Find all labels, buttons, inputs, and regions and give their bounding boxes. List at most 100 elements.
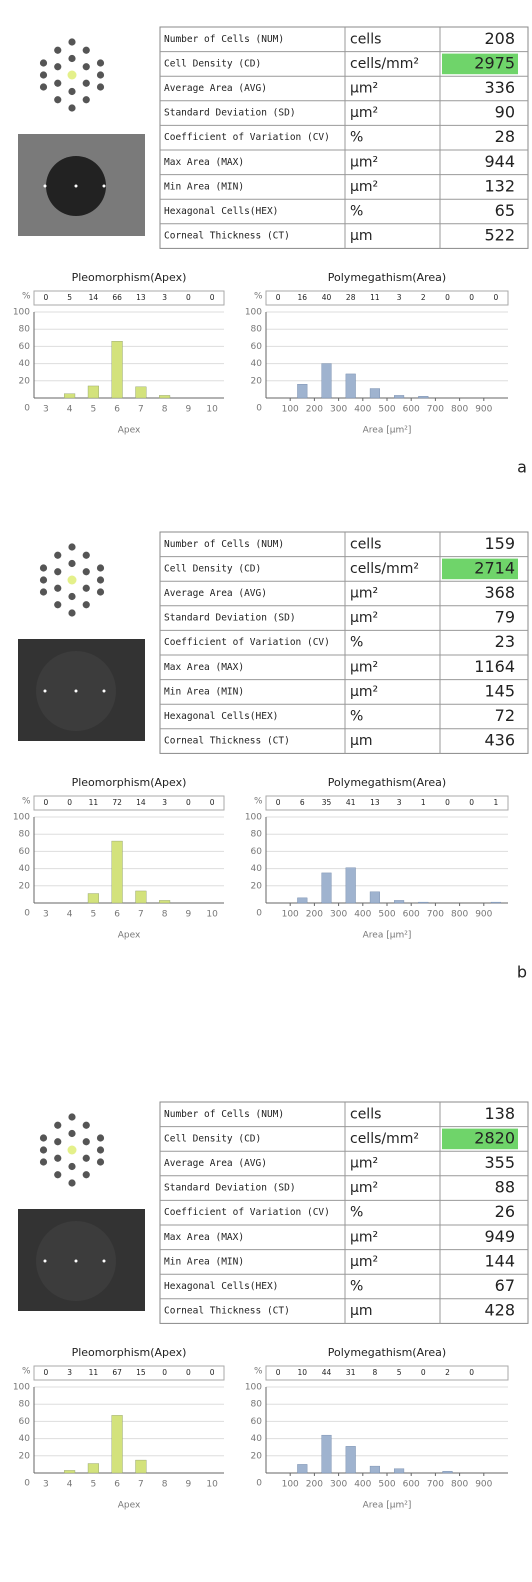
row-unit: µm (350, 228, 373, 244)
x-tick-label: 600 (403, 405, 420, 415)
bar (136, 891, 147, 903)
row-unit: µm² (350, 81, 378, 97)
row-unit: % (350, 709, 363, 725)
x-tick-label: 500 (378, 405, 395, 415)
pattern-dot (97, 83, 104, 90)
bar (136, 387, 147, 398)
pattern-dot (54, 63, 61, 70)
x-tick-label: 10 (206, 405, 218, 415)
row-unit: % (350, 635, 363, 651)
row-unit: cells (350, 536, 381, 552)
row-value: 368 (484, 583, 515, 602)
x-axis-label: Area [µm²] (363, 1501, 412, 1511)
count-label: 16 (298, 293, 308, 302)
row-value: 72 (495, 706, 515, 725)
bar (443, 1471, 453, 1473)
pattern-dot (97, 564, 104, 571)
x-tick-label: 7 (138, 910, 144, 920)
y-tick-label: 0 (256, 1479, 262, 1489)
count-label: 0 (494, 293, 499, 302)
x-tick-label: 3 (43, 1480, 49, 1490)
row-value: 26 (495, 1202, 515, 1221)
bar (346, 374, 356, 398)
marker (75, 1260, 78, 1263)
x-tick-label: 9 (186, 910, 192, 920)
pattern-dot (83, 80, 90, 87)
x-tick-label: 200 (306, 1480, 323, 1490)
x-tick-label: 800 (451, 910, 468, 920)
count-label: 3 (162, 293, 167, 302)
y-tick-label: 80 (251, 830, 263, 840)
count-label: 14 (136, 798, 146, 807)
x-tick-label: 3 (43, 910, 49, 920)
count-label: 0 (445, 798, 450, 807)
pattern-dot (97, 59, 104, 66)
x-tick-label: 100 (282, 910, 299, 920)
row-value: 138 (484, 1104, 515, 1123)
pattern-dot (54, 1122, 61, 1129)
row-value: 159 (484, 534, 515, 553)
bar (112, 841, 123, 903)
pattern-dot (68, 1130, 75, 1137)
bar (322, 1435, 332, 1473)
bar (64, 394, 75, 398)
x-tick-label: 800 (451, 1480, 468, 1490)
panel-letter: a (517, 458, 527, 477)
chart-title: Pleomorphism(Apex) (72, 776, 187, 789)
row-unit: cells/mm² (350, 561, 419, 577)
count-label: 0 (469, 1368, 474, 1377)
row-value: 145 (484, 681, 515, 700)
count-label: 0 (210, 798, 215, 807)
row-unit: µm² (350, 659, 378, 675)
row-unit: cells/mm² (350, 1131, 419, 1147)
row-label: Min Area (MIN) (164, 181, 244, 192)
row-unit: µm² (350, 1229, 378, 1245)
x-tick-label: 5 (91, 1480, 97, 1490)
count-label: 13 (370, 798, 380, 807)
pattern-dot (40, 1146, 47, 1153)
bar (112, 1415, 123, 1473)
x-axis-label: Apex (118, 931, 141, 941)
count-label: 8 (373, 1368, 378, 1377)
y-tick-label: 40 (251, 1434, 263, 1444)
count-label: 0 (421, 1368, 426, 1377)
row-unit: % (350, 204, 363, 220)
count-label: 0 (43, 293, 48, 302)
row-label: Average Area (AVG) (164, 1158, 267, 1169)
pattern-dot (40, 564, 47, 571)
pattern-dot (40, 83, 47, 90)
count-label: 0 (186, 1368, 191, 1377)
bar (88, 1464, 99, 1473)
row-label: Max Area (MAX) (164, 662, 244, 673)
row-unit: µm² (350, 154, 378, 170)
x-tick-label: 200 (306, 910, 323, 920)
count-label: 15 (136, 1368, 146, 1377)
bar (322, 364, 332, 398)
x-tick-label: 4 (67, 1480, 73, 1490)
y-unit: % (22, 1367, 31, 1377)
x-tick-label: 3 (43, 405, 49, 415)
pattern-dot (68, 609, 75, 616)
bar (394, 900, 404, 903)
row-value: 2975 (474, 53, 515, 72)
bar (394, 1469, 404, 1473)
count-label: 67 (112, 1368, 122, 1377)
y-tick-label: 40 (251, 864, 263, 874)
bar (322, 873, 332, 903)
count-label: 0 (276, 1368, 281, 1377)
x-axis-label: Area [µm²] (363, 931, 412, 941)
pattern-dot (68, 38, 75, 45)
pattern-dot (40, 576, 47, 583)
x-tick-label: 6 (114, 1480, 120, 1490)
count-label: 28 (346, 293, 356, 302)
bar (346, 1446, 356, 1473)
pattern-dot (68, 55, 75, 62)
row-label: Cell Density (CD) (164, 563, 261, 574)
x-tick-label: 900 (475, 1480, 492, 1490)
count-label: 35 (322, 798, 332, 807)
pattern-dot (68, 560, 75, 567)
pattern-dot (54, 1171, 61, 1178)
count-label: 2 (445, 1368, 450, 1377)
bar (112, 341, 123, 398)
row-unit: µm² (350, 586, 378, 602)
